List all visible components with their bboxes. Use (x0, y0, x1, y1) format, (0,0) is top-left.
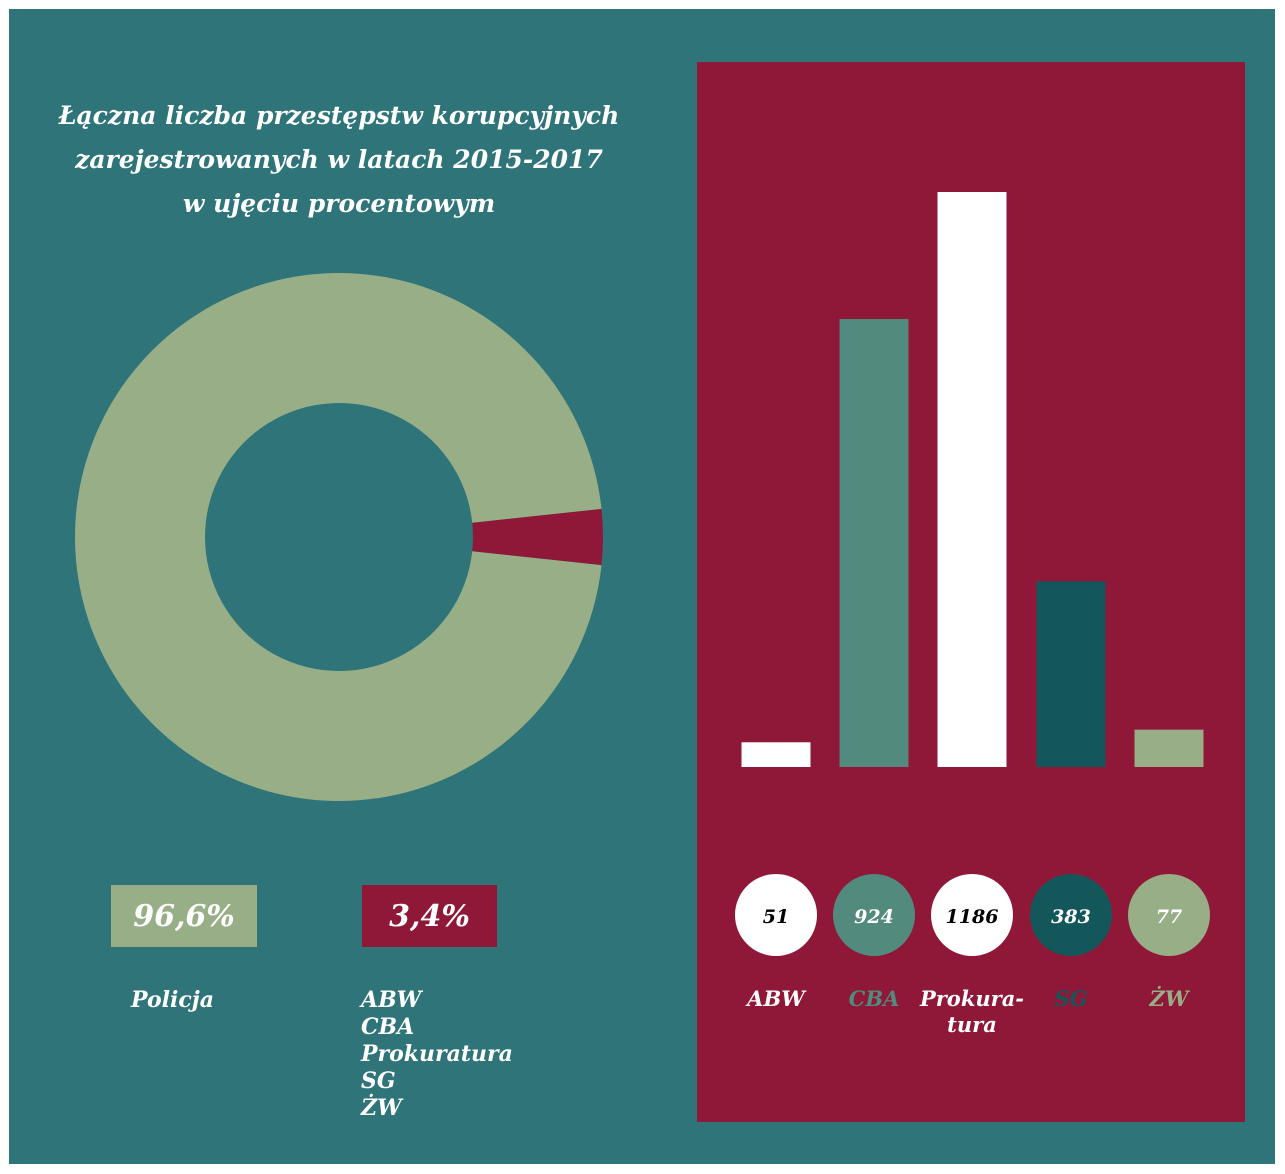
category-label-2-0: Prokura- (919, 986, 1024, 1011)
value-circle-3 (1030, 874, 1112, 956)
bar-3 (1036, 581, 1106, 767)
others-label-cba: CBA (361, 1014, 415, 1040)
others-label-list: ABW CBA Prokuratura SG ŻW (361, 987, 513, 1122)
value-circle-1 (833, 874, 915, 956)
value-circle-0 (735, 874, 817, 956)
infographic-frame: Łączna liczba przestępstw korupcyjnych z… (9, 9, 1275, 1164)
others-label-sg: SG (361, 1068, 396, 1094)
value-label-3: 383 (1051, 906, 1091, 928)
chart-title-line-2: zarejestrowanych w latach 2015-2017 (75, 145, 603, 174)
category-label-4-0: ŻW (1149, 986, 1191, 1011)
value-label-4: 77 (1156, 906, 1182, 928)
others-label-abw: ABW (361, 987, 422, 1013)
others-label-prokuratura: Prokuratura (361, 1041, 513, 1067)
value-label-1: 924 (854, 906, 894, 928)
bar-0 (741, 742, 811, 767)
bar-1 (839, 319, 909, 767)
category-label-0-0: ABW (745, 986, 807, 1011)
chart-title-line-3: w ujęciu procentowym (182, 189, 496, 218)
value-label-0: 51 (763, 906, 789, 928)
donut-chart (74, 273, 603, 801)
bar-4 (1134, 729, 1204, 767)
value-label-2: 1186 (946, 906, 999, 928)
category-label-1-0: CBA (849, 986, 900, 1011)
category-label-2-1: tura (947, 1012, 997, 1037)
others-percent-badge: 3,4% (362, 885, 497, 947)
donut-slice-policja (74, 273, 602, 801)
policja-percent-badge: 96,6% (111, 885, 257, 947)
category-label-3-0: SG (1054, 986, 1087, 1011)
others-label-zw: ŻW (361, 1095, 402, 1121)
value-circle-4 (1128, 874, 1210, 956)
donut-slice-others (472, 508, 603, 566)
bar-2 (937, 192, 1007, 767)
others-percent-value: 3,4% (389, 898, 470, 934)
policja-percent-value: 96,6% (133, 898, 235, 934)
chart-title-line-1: Łączna liczba przestępstw korupcyjnych (58, 101, 620, 130)
bar-chart-panel: 51 ABW 924 CBA 1186 Prokura-tura 383 SG 77 ŻW (697, 62, 1245, 1122)
value-circle-2 (931, 874, 1013, 956)
policja-label: Policja (131, 987, 214, 1013)
bar-chart: 51 ABW 924 CBA 1186 Prokura-tura 383 SG 77 ŻW (735, 192, 1210, 1037)
